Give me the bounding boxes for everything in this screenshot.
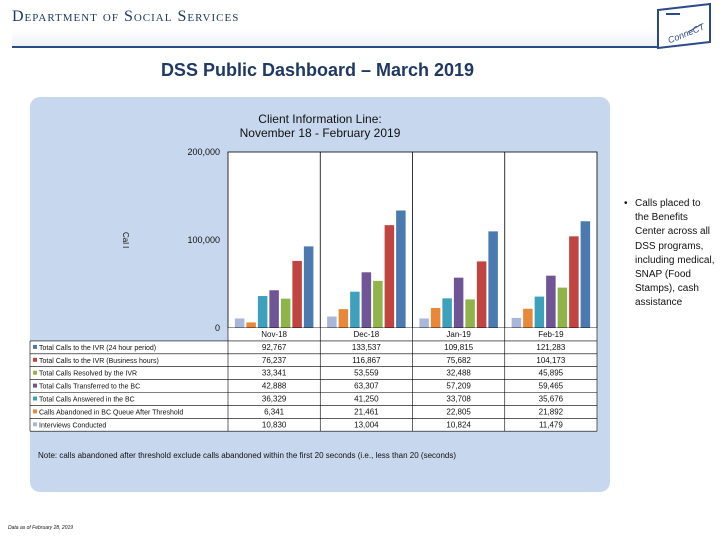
data-cell: 10,824 xyxy=(446,420,471,429)
side-note-text: Calls placed to the Benefits Center acro… xyxy=(635,198,715,309)
chart-title-block: Client Information Line: November 18 - F… xyxy=(30,112,610,140)
chart-title: Client Information Line: xyxy=(258,112,382,126)
bar-4 xyxy=(453,277,464,328)
bar-5 xyxy=(534,296,545,328)
bar-7 xyxy=(419,318,429,328)
legend-swatch xyxy=(33,357,37,362)
data-cell: 41,250 xyxy=(354,395,379,404)
data-cell: 104,173 xyxy=(536,356,565,365)
data-cell: 53,559 xyxy=(354,369,379,378)
bar-4 xyxy=(361,272,372,328)
legend-label: Total Calls Resolved by the IVR xyxy=(39,371,137,378)
bar-3 xyxy=(280,298,291,328)
data-cell: 42,888 xyxy=(262,382,287,391)
bar-6 xyxy=(246,322,256,328)
data-cell: 33,708 xyxy=(446,395,471,404)
legend-label: Calls Abandoned in BC Queue After Thresh… xyxy=(39,409,183,416)
footer-date: Data as of February 28, 2019 xyxy=(8,525,74,531)
bar-7 xyxy=(327,316,337,328)
data-cell: 59,465 xyxy=(539,382,564,391)
table-body-bg xyxy=(30,340,597,432)
data-cell: 22,805 xyxy=(446,407,471,416)
legend-label: Total Calls Transferred to the BC xyxy=(39,384,140,391)
bar-4 xyxy=(269,290,279,328)
chart-subtitle: November 18 - February 2019 xyxy=(239,126,401,140)
dashboard-title: DSS Public Dashboard – March 2019 xyxy=(160,60,475,80)
legend-swatch xyxy=(33,409,37,414)
chart-note: Note: calls abandoned after threshold ex… xyxy=(38,451,457,460)
bar-1 xyxy=(488,231,498,328)
y-tick-label: 0 xyxy=(215,323,220,333)
legend-label: Total Calls to the IVR (24 hour period) xyxy=(39,345,156,352)
data-cell: 76,237 xyxy=(262,356,287,365)
bar-6 xyxy=(338,309,349,328)
bar-5 xyxy=(350,291,360,328)
bar-3 xyxy=(465,299,475,328)
data-cell: 63,307 xyxy=(354,382,379,391)
bar-1 xyxy=(303,246,314,328)
bar-5 xyxy=(257,296,268,328)
bar-2 xyxy=(384,225,395,328)
bar-2 xyxy=(476,261,487,328)
department-title: Department of Social Services xyxy=(12,8,240,25)
bar-6 xyxy=(430,307,441,328)
data-cell: 116,867 xyxy=(352,356,381,365)
legend-swatch xyxy=(33,383,37,388)
bar-2 xyxy=(292,260,302,328)
data-cell: 35,676 xyxy=(539,395,564,404)
data-cell: 6,341 xyxy=(264,407,285,416)
bar-7 xyxy=(234,318,245,328)
bar-4 xyxy=(546,275,556,328)
data-cell: 133,537 xyxy=(352,343,381,352)
data-cell: 33,341 xyxy=(262,369,287,378)
x-tick-label: Jan-19 xyxy=(446,330,471,339)
x-tick-label: Nov-18 xyxy=(261,330,287,339)
data-cell: 21,892 xyxy=(539,407,564,416)
data-cell: 57,209 xyxy=(446,382,471,391)
data-cell: 10,830 xyxy=(262,420,287,429)
bar-2 xyxy=(569,236,579,328)
bar-1 xyxy=(396,210,406,328)
data-cell: 36,329 xyxy=(262,395,287,404)
data-cell: 13,004 xyxy=(354,420,379,429)
y-axis-label: Cal l xyxy=(121,232,130,248)
legend-label: Total Calls to the IVR (Business hours) xyxy=(39,358,159,365)
data-cell: 75,682 xyxy=(446,356,471,365)
legend-swatch xyxy=(33,344,37,349)
legend-swatch xyxy=(33,370,37,375)
data-cell: 109,815 xyxy=(444,343,473,352)
data-cell: 92,767 xyxy=(262,343,287,352)
bar-3 xyxy=(373,280,383,328)
legend-swatch xyxy=(33,396,37,401)
legend-swatch xyxy=(33,422,37,427)
header-banner: Department of Social Services ConneCT xyxy=(0,0,720,52)
bar-1 xyxy=(580,221,591,328)
data-cell: 32,488 xyxy=(446,369,471,378)
data-cell: 45,895 xyxy=(539,369,564,378)
data-cell: 11,479 xyxy=(539,420,563,429)
bar-7 xyxy=(511,317,522,328)
connect-logo: ConneCT xyxy=(657,2,711,50)
header-rule xyxy=(12,30,662,48)
bar-5 xyxy=(442,298,452,328)
legend-label: Total Calls Answered in the BC xyxy=(39,397,135,404)
y-tick-label: 200,000 xyxy=(187,147,220,157)
legend-label: Interviews Conducted xyxy=(39,422,106,429)
y-tick-label: 100,000 xyxy=(187,235,220,245)
data-cell: 21,461 xyxy=(354,407,379,416)
bar-3 xyxy=(557,287,568,328)
data-cell: 121,283 xyxy=(536,343,565,352)
bar-6 xyxy=(523,308,533,328)
x-tick-label: Dec-18 xyxy=(353,330,379,339)
x-tick-label: Feb-19 xyxy=(538,330,564,339)
bullet-icon: • xyxy=(624,198,628,209)
side-note: • Calls placed to the Benefits Center ac… xyxy=(624,197,716,311)
